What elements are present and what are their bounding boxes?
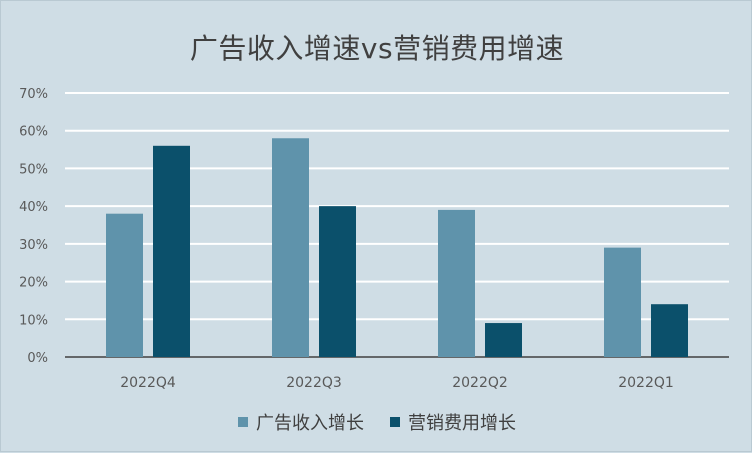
- bar-marketing-cost: [651, 304, 688, 357]
- legend-item-ad-revenue: 广告收入增长: [238, 409, 364, 435]
- x-category-label: 2022Q4: [120, 375, 176, 391]
- legend: 广告收入增长 营销费用增长: [1, 409, 752, 435]
- bar-marketing-cost: [485, 323, 522, 357]
- y-tick-label: 30%: [19, 238, 48, 253]
- y-tick-label: 10%: [19, 313, 48, 328]
- bar-ad-revenue: [604, 247, 641, 357]
- bar-marketing-cost: [153, 145, 190, 357]
- y-tick-label: 20%: [19, 276, 48, 291]
- chart-title: 广告收入增速vs营销费用增速: [189, 32, 565, 65]
- legend-swatch-marketing-cost: [390, 417, 400, 427]
- x-category-label: 2022Q2: [452, 375, 508, 391]
- bar-ad-revenue: [438, 209, 475, 357]
- legend-label-ad-revenue: 广告收入增长: [256, 413, 364, 434]
- y-tick-label: 40%: [19, 200, 48, 215]
- bar-ad-revenue: [272, 138, 309, 357]
- bar-ad-revenue: [106, 213, 143, 357]
- x-category-label: 2022Q3: [286, 375, 342, 391]
- y-tick-label: 0%: [27, 351, 48, 366]
- y-tick-label: 50%: [19, 162, 48, 177]
- legend-item-marketing-cost: 营销费用增长: [390, 409, 516, 435]
- bar-marketing-cost: [319, 206, 356, 357]
- y-tick-label: 60%: [19, 125, 48, 140]
- y-tick-label: 70%: [19, 87, 48, 102]
- x-category-label: 2022Q1: [618, 375, 674, 391]
- legend-swatch-ad-revenue: [238, 417, 248, 427]
- legend-label-marketing-cost: 营销费用增长: [408, 413, 516, 434]
